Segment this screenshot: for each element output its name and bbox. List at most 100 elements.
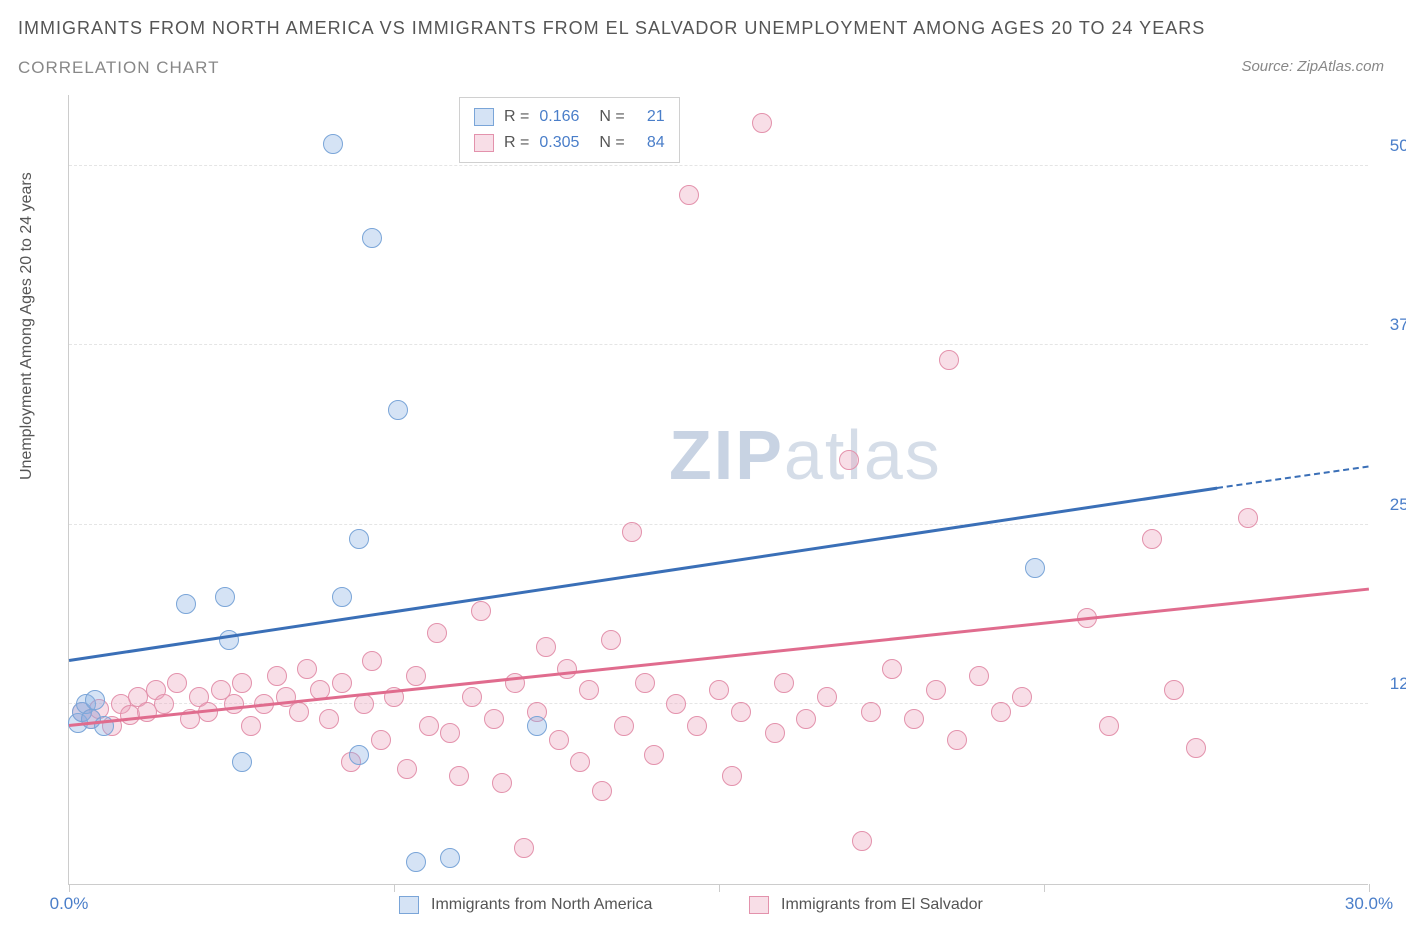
gridline (69, 524, 1368, 525)
scatter-point-el-salvador (549, 730, 569, 750)
scatter-point-el-salvador (861, 702, 881, 722)
gridline (69, 165, 1368, 166)
scatter-point-north-america (362, 228, 382, 248)
scatter-point-el-salvador (722, 766, 742, 786)
trend-line-el-salvador (69, 587, 1369, 726)
plot-area: ZIPatlas R = 0.166 N = 21 R = 0.305 N = … (68, 95, 1368, 885)
scatter-point-el-salvador (267, 666, 287, 686)
scatter-point-el-salvador (579, 680, 599, 700)
scatter-point-el-salvador (839, 450, 859, 470)
chart-subtitle: CORRELATION CHART (18, 58, 220, 78)
scatter-point-el-salvador (991, 702, 1011, 722)
x-tick (69, 884, 70, 892)
scatter-point-el-salvador (354, 694, 374, 714)
scatter-point-el-salvador (406, 666, 426, 686)
scatter-point-north-america (323, 134, 343, 154)
scatter-point-el-salvador (224, 694, 244, 714)
scatter-point-el-salvador (241, 716, 261, 736)
y-tick-label: 25.0% (1390, 495, 1406, 515)
scatter-point-north-america (232, 752, 252, 772)
x-tick (1369, 884, 1370, 892)
scatter-point-el-salvador (939, 350, 959, 370)
y-tick-label: 50.0% (1390, 136, 1406, 156)
scatter-point-el-salvador (601, 630, 621, 650)
scatter-point-el-salvador (666, 694, 686, 714)
scatter-point-el-salvador (371, 730, 391, 750)
scatter-point-el-salvador (557, 659, 577, 679)
scatter-point-el-salvador (904, 709, 924, 729)
scatter-point-el-salvador (1012, 687, 1032, 707)
watermark: ZIPatlas (669, 415, 942, 495)
scatter-point-el-salvador (536, 637, 556, 657)
scatter-point-el-salvador (297, 659, 317, 679)
scatter-point-north-america (1025, 558, 1045, 578)
scatter-point-north-america (527, 716, 547, 736)
scatter-point-el-salvador (1099, 716, 1119, 736)
scatter-point-el-salvador (154, 694, 174, 714)
bottom-legend-a: Immigrants from North America (399, 896, 652, 914)
scatter-point-el-salvador (796, 709, 816, 729)
scatter-point-el-salvador (709, 680, 729, 700)
scatter-point-el-salvador (644, 745, 664, 765)
x-tick-label: 30.0% (1345, 894, 1393, 914)
chart-title: IMMIGRANTS FROM NORTH AMERICA VS IMMIGRA… (18, 18, 1205, 39)
x-tick (719, 884, 720, 892)
correlation-legend: R = 0.166 N = 21 R = 0.305 N = 84 (459, 97, 680, 163)
gridline (69, 344, 1368, 345)
swatch-series-a (399, 896, 419, 914)
bottom-legend-b: Immigrants from El Salvador (749, 896, 983, 914)
scatter-point-el-salvador (289, 702, 309, 722)
scatter-point-el-salvador (679, 185, 699, 205)
scatter-point-el-salvador (484, 709, 504, 729)
swatch-series-a (474, 108, 494, 126)
y-tick-label: 12.5% (1390, 674, 1406, 694)
scatter-point-el-salvador (882, 659, 902, 679)
scatter-point-el-salvador (462, 687, 482, 707)
scatter-point-el-salvador (514, 838, 534, 858)
legend-row-series-a: R = 0.166 N = 21 (474, 104, 665, 130)
x-tick-label: 0.0% (50, 894, 89, 914)
scatter-point-north-america (176, 594, 196, 614)
scatter-point-el-salvador (167, 673, 187, 693)
y-axis-label: Unemployment Among Ages 20 to 24 years (18, 172, 36, 480)
scatter-point-el-salvador (752, 113, 772, 133)
trend-line-north-america (69, 487, 1218, 662)
scatter-point-el-salvador (362, 651, 382, 671)
y-tick-label: 37.5% (1390, 315, 1406, 335)
scatter-point-el-salvador (592, 781, 612, 801)
scatter-point-el-salvador (774, 673, 794, 693)
scatter-point-north-america (85, 690, 105, 710)
scatter-point-el-salvador (765, 723, 785, 743)
scatter-point-north-america (388, 400, 408, 420)
x-tick (394, 884, 395, 892)
scatter-point-el-salvador (852, 831, 872, 851)
scatter-point-north-america (406, 852, 426, 872)
source-attribution: Source: ZipAtlas.com (1241, 58, 1384, 75)
scatter-point-el-salvador (319, 709, 339, 729)
scatter-point-el-salvador (926, 680, 946, 700)
scatter-point-el-salvador (614, 716, 634, 736)
scatter-point-north-america (349, 529, 369, 549)
scatter-point-el-salvador (570, 752, 590, 772)
scatter-point-north-america (215, 587, 235, 607)
scatter-point-el-salvador (449, 766, 469, 786)
scatter-point-el-salvador (419, 716, 439, 736)
scatter-point-el-salvador (969, 666, 989, 686)
scatter-point-north-america (332, 587, 352, 607)
x-tick (1044, 884, 1045, 892)
scatter-point-el-salvador (635, 673, 655, 693)
scatter-point-el-salvador (1186, 738, 1206, 758)
scatter-point-el-salvador (332, 673, 352, 693)
swatch-series-b (474, 134, 494, 152)
scatter-point-el-salvador (1238, 508, 1258, 528)
scatter-point-el-salvador (817, 687, 837, 707)
scatter-point-north-america (440, 848, 460, 868)
scatter-point-el-salvador (492, 773, 512, 793)
scatter-point-el-salvador (440, 723, 460, 743)
swatch-series-b (749, 896, 769, 914)
scatter-point-el-salvador (232, 673, 252, 693)
scatter-point-el-salvador (947, 730, 967, 750)
scatter-point-el-salvador (1142, 529, 1162, 549)
scatter-point-el-salvador (622, 522, 642, 542)
scatter-point-el-salvador (471, 601, 491, 621)
